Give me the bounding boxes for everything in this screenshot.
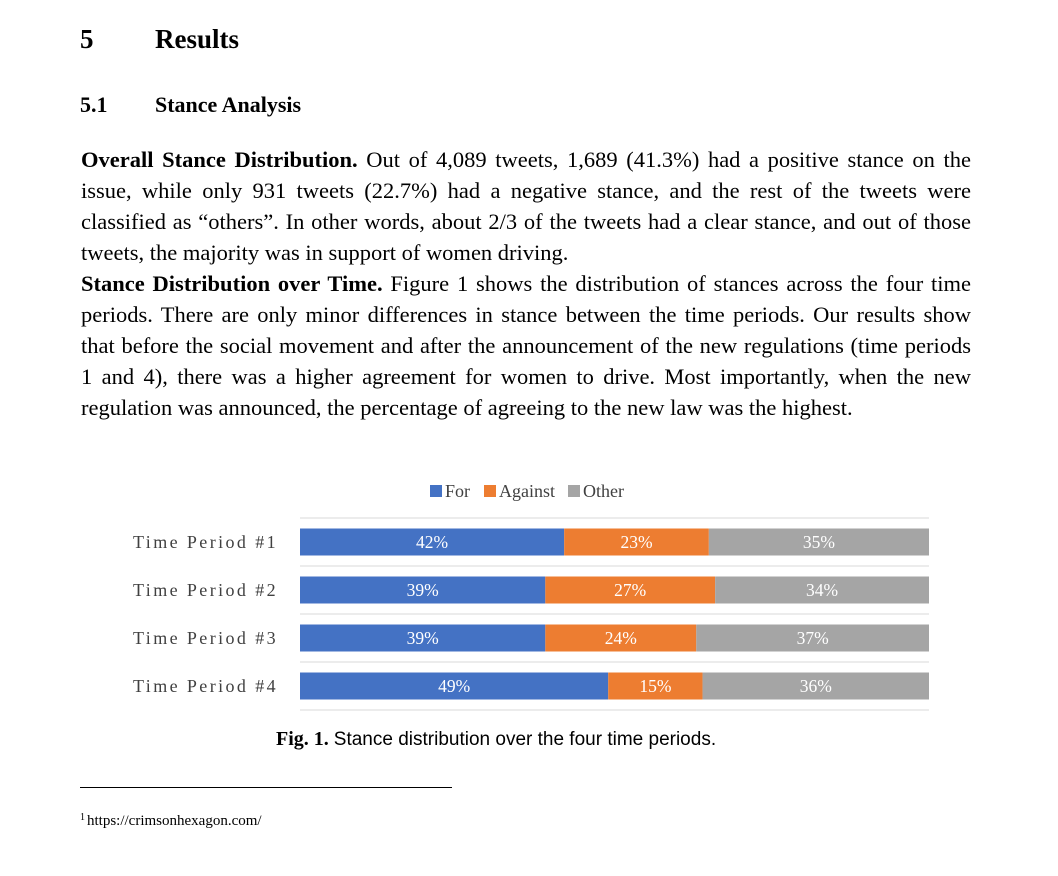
bar-against: [564, 528, 709, 556]
caption-text: Stance distribution over the four time p…: [333, 729, 717, 750]
legend-label-other: Other: [583, 481, 624, 501]
bar-against: [545, 624, 697, 652]
subsection-heading: 5.1 Stance Analysis: [80, 92, 301, 118]
bar-against: [608, 672, 703, 700]
section-heading: 5 Results: [80, 24, 239, 55]
paragraph-heading: Overall Stance Distribution.: [81, 147, 358, 172]
data-label: 42%: [416, 532, 448, 552]
paragraph-text: Figure 1 shows the distribution of stanc…: [81, 271, 972, 420]
body-text: Overall Stance Distribution. Out of 4,08…: [81, 144, 971, 423]
data-label: 34%: [806, 580, 838, 600]
data-label: 23%: [620, 532, 652, 552]
data-label: 27%: [614, 580, 646, 600]
legend-swatch-against: [484, 485, 496, 497]
caption-label: Fig. 1.: [276, 728, 329, 750]
data-label: 49%: [438, 676, 470, 696]
data-label: 36%: [800, 676, 832, 696]
bar-other: [696, 624, 929, 652]
paragraph-heading: Stance Distribution over Time.: [81, 271, 383, 296]
bar-for: [300, 624, 546, 652]
data-label: 35%: [803, 532, 835, 552]
legend-label-against: Against: [499, 481, 555, 501]
figure-caption: Fig. 1. Stance distribution over the fou…: [276, 728, 716, 751]
stance-chart: For Against Other Time Period #1 42% 23% 35% Ti…: [133, 481, 929, 711]
bar-for: [300, 528, 565, 556]
category-label: Time Period #1: [133, 532, 278, 552]
section-title: Results: [155, 24, 240, 54]
footnote-link[interactable]: https://crimsonhexagon.com/: [87, 813, 262, 829]
data-label: 39%: [407, 628, 439, 648]
footnote: 1 https://crimsonhexagon.com/: [80, 812, 262, 830]
paragraph-text: Out of 4,089 tweets, 1,689 (41.3%) had a…: [81, 147, 971, 265]
category-label: Time Period #3: [133, 628, 278, 648]
data-label: 37%: [797, 628, 829, 648]
paragraph-overall-stance: Overall Stance Distribution. Out of 4,08…: [81, 144, 971, 268]
legend-swatch-for: [430, 485, 442, 497]
section-number: 5: [80, 24, 94, 54]
bar-other: [715, 576, 929, 604]
category-label: Time Period #4: [133, 676, 278, 696]
legend-swatch-other: [568, 485, 580, 497]
bar-for: [300, 576, 546, 604]
paragraph-stance-over-time: Stance Distribution over Time. Figure 1 …: [81, 268, 971, 423]
bar-other: [702, 672, 929, 700]
data-label: 39%: [407, 580, 439, 600]
subsection-number: 5.1: [80, 92, 108, 117]
bar-other: [708, 528, 929, 556]
subsection-title: Stance Analysis: [155, 92, 302, 117]
data-label: 15%: [639, 676, 671, 696]
category-label: Time Period #2: [133, 580, 278, 600]
footnote-marker: 1: [80, 812, 85, 823]
data-label: 24%: [605, 628, 637, 648]
bar-against: [545, 576, 716, 604]
footnote-divider: [80, 787, 452, 788]
legend-label-for: For: [445, 481, 470, 501]
bar-for: [300, 672, 609, 700]
